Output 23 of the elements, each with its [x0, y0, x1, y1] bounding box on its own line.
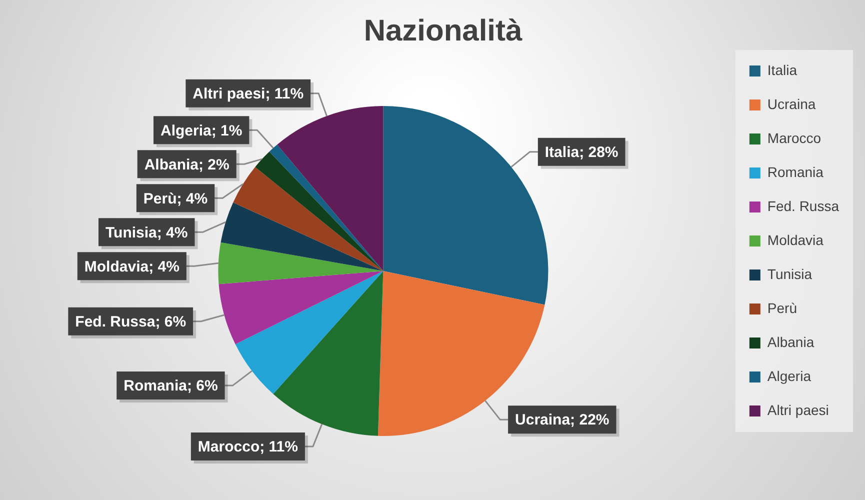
data-label: Romania; 6%	[124, 378, 218, 395]
legend-label: Perù	[767, 300, 797, 316]
data-label: Algeria; 1%	[160, 122, 242, 140]
legend-label: Algeria	[767, 368, 812, 384]
data-label: Albania; 2%	[144, 156, 230, 174]
data-label: Perù; 4%	[143, 190, 208, 208]
legend-label: Moldavia	[767, 232, 824, 248]
legend-label: Fed. Russa	[767, 198, 840, 214]
legend-label: Tunisia	[767, 266, 812, 282]
data-label: Marocco; 11%	[198, 438, 298, 456]
data-label: Moldavia; 4%	[84, 258, 180, 276]
legend-label: Romania	[767, 164, 824, 180]
legend-label: Ucraina	[767, 96, 816, 112]
legend-label: Albania	[767, 334, 814, 350]
chart-title: Nazionalità	[364, 14, 522, 48]
legend-label: Marocco	[767, 130, 822, 146]
legend-label: Altri paesi	[767, 402, 829, 418]
data-label: Tunisia; 4%	[105, 224, 188, 242]
data-label: Ucraina; 22%	[515, 412, 610, 429]
data-label: Altri paesi; 11%	[192, 86, 304, 103]
data-label: Fed. Russa; 6%	[75, 314, 186, 331]
legend-label: Italia	[767, 62, 798, 78]
data-label: Italia; 28%	[544, 144, 618, 161]
